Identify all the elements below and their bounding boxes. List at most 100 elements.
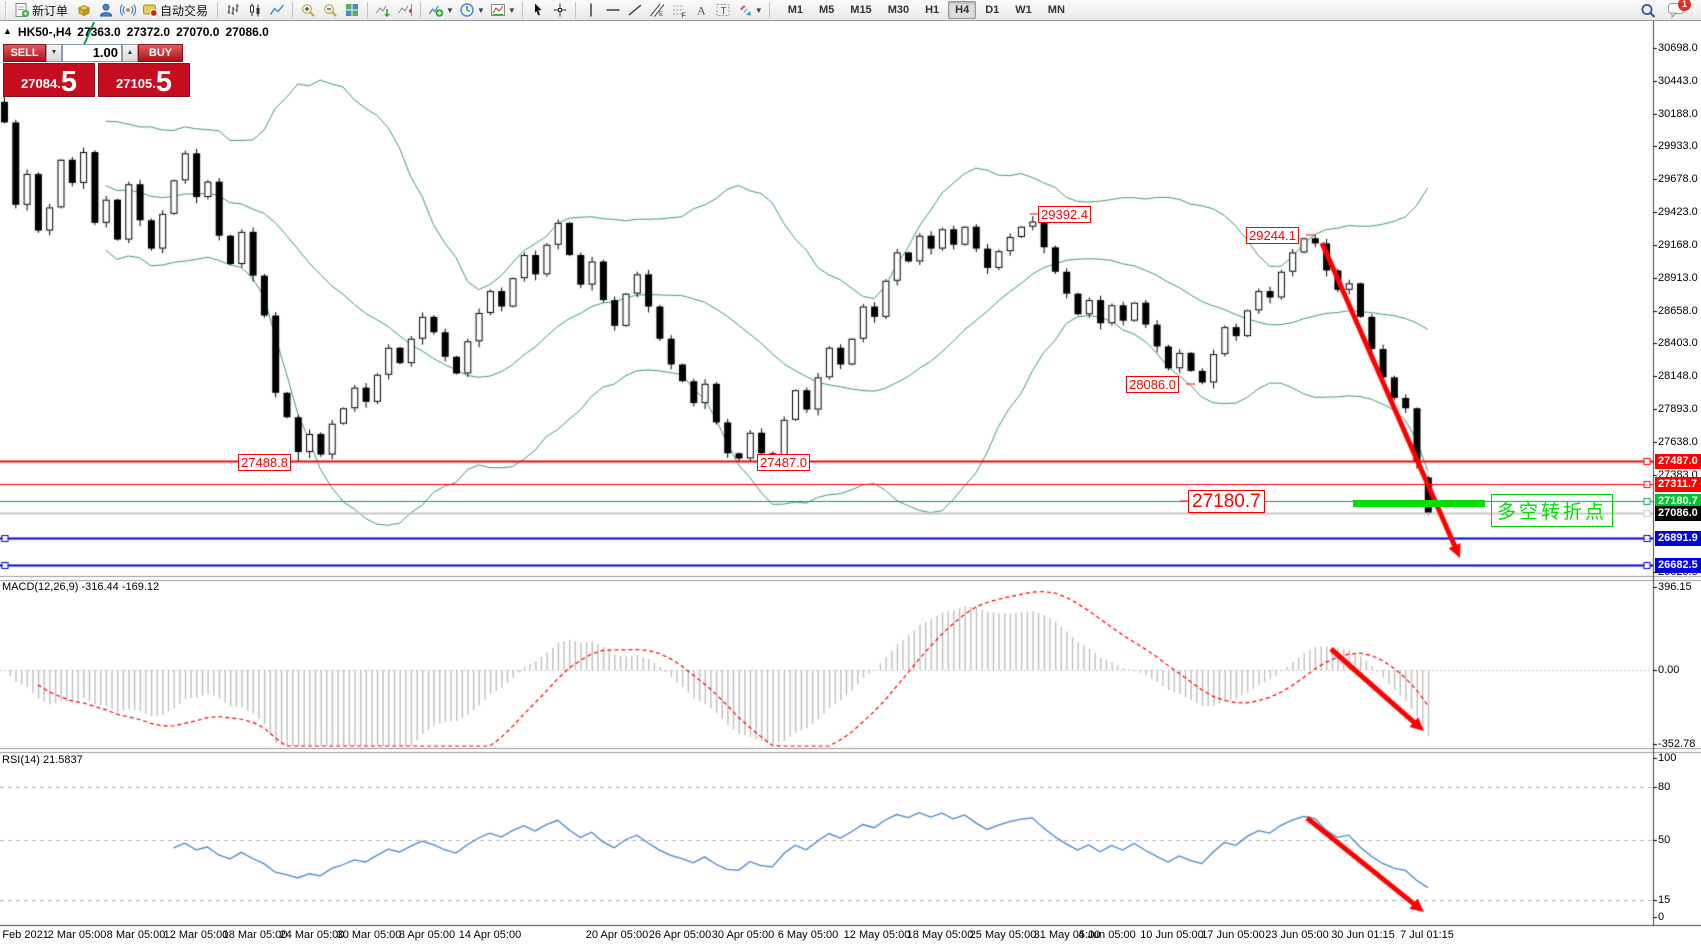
line-chart-button[interactable]: [266, 1, 288, 20]
price-tag-resistance-27487[interactable]: 27487.0: [1655, 454, 1701, 470]
axis-tick-label: 0.00: [1658, 664, 1680, 676]
time-axis-label: 14 Apr 05:00: [458, 929, 522, 941]
rsi-value: 21.5837: [42, 754, 83, 766]
fibonacci-button[interactable]: F: [668, 1, 690, 20]
search-button[interactable]: [1637, 1, 1659, 20]
new-order-button[interactable]: 新订单: [11, 1, 73, 20]
rsi-title: RSI(14): [2, 754, 40, 766]
price-tag-support-26891[interactable]: 26891.9: [1655, 531, 1701, 547]
time-axis-label: 30 Mar 05:00: [336, 929, 402, 941]
timeframe-MN[interactable]: MN: [1047, 4, 1065, 16]
volume-input[interactable]: 1.00: [62, 44, 122, 62]
axis-tick-label: 29933.0: [1658, 140, 1698, 153]
terminal-button[interactable]: [117, 1, 139, 20]
annotation-level-27487[interactable]: 27487.0: [757, 454, 810, 471]
time-axis-label: 30 Jun 01:15: [1331, 929, 1395, 941]
timeframe-M15[interactable]: M15: [850, 4, 872, 16]
axis-tick-label: 50: [1658, 834, 1671, 846]
zoom-out-button[interactable]: [319, 1, 341, 20]
annotation-high-29392[interactable]: 29392.4: [1038, 206, 1091, 223]
timeframe-D1[interactable]: D1: [985, 4, 1000, 16]
annotation-level-27488[interactable]: 27488.8: [238, 454, 291, 471]
text-button[interactable]: A: [690, 1, 712, 20]
volume-up-button[interactable]: ▲: [122, 44, 138, 62]
templates-button[interactable]: ▼: [487, 1, 518, 20]
autotrade-button[interactable]: 自动交易: [139, 1, 213, 20]
time-axis-label: 26 Apr 05:00: [648, 929, 712, 941]
time-axis-label: 7 Jul 01:15: [1400, 929, 1454, 941]
shapes-button[interactable]: ▼: [734, 1, 765, 20]
macd-label: MACD(12,26,9) -316.44 -169.12: [2, 581, 159, 593]
zoom-in-button[interactable]: [297, 1, 319, 20]
symbol-quote: ▲ HK50-,H4 27363.0 27372.0 27070.0 27086…: [3, 25, 269, 39]
support-highlight-bar[interactable]: [1353, 500, 1485, 507]
axis-tick-label: 29423.0: [1658, 206, 1698, 219]
trendline-button[interactable]: [624, 1, 646, 20]
one-click-trading-panel: SELL ▼ 1.00 ▲ BUY 27084. 5 27105. 5: [3, 44, 190, 97]
tile-windows-button[interactable]: [341, 1, 363, 20]
sell-button[interactable]: SELL: [3, 44, 46, 62]
chart-canvas[interactable]: [0, 21, 1701, 944]
turning-point-label[interactable]: 多空转折点: [1491, 494, 1614, 527]
periods-button[interactable]: ▼: [456, 1, 487, 20]
line-chart-icon: [268, 2, 286, 19]
market-watch-button[interactable]: [73, 1, 95, 20]
cursor-icon: [529, 2, 547, 19]
toolbar: 新订单 自动交易 ▼ ▼ ▼: [0, 0, 1701, 21]
cursor-button[interactable]: [527, 1, 549, 20]
axis-tick-label: 0: [1658, 911, 1665, 923]
time-axis-label: 17 Jun 05:00: [1201, 929, 1265, 941]
timeframe-H4[interactable]: H4: [948, 1, 977, 19]
time-axis-label: 12 Mar 05:00: [163, 929, 229, 941]
candle-chart-button[interactable]: [244, 1, 266, 20]
time-axis-label: 2 Mar 05:00: [47, 929, 107, 941]
timeframe-H1[interactable]: H1: [925, 4, 940, 16]
time-axis-label: 12 May 05:00: [843, 929, 911, 941]
price-tag-current-price[interactable]: 27086.0: [1655, 506, 1701, 522]
candle-chart-icon: [246, 2, 264, 19]
volume-down-button[interactable]: ▼: [46, 44, 62, 62]
vertical-line-button[interactable]: [580, 1, 602, 20]
navigator-button[interactable]: [95, 1, 117, 20]
timeframe-W1[interactable]: W1: [1015, 4, 1032, 16]
label-icon: T: [714, 2, 732, 19]
buy-button[interactable]: BUY: [138, 44, 183, 62]
svg-text:F: F: [681, 13, 685, 19]
timeframe-M1[interactable]: M1: [787, 4, 803, 16]
sell-price-box[interactable]: 27084. 5: [3, 63, 95, 97]
zoom-out-icon: [321, 2, 339, 19]
annotation-low-28086[interactable]: 28086.0: [1126, 376, 1179, 393]
time-axis-label: 4 Jun 05:00: [1078, 929, 1136, 941]
crosshair-button[interactable]: [549, 1, 571, 20]
time-axis-label: 6 May 05:00: [777, 929, 839, 941]
rsi-label: RSI(14) 21.5837: [2, 754, 83, 766]
time-axis-label: 31 May 05:00: [1033, 929, 1101, 941]
notifications-button[interactable]: 1: [1667, 0, 1691, 19]
timeframe-M5[interactable]: M5: [819, 4, 835, 16]
crosshair-icon: [551, 2, 569, 19]
time-axis-label: 18 May 05:00: [906, 929, 974, 941]
label-button[interactable]: T: [712, 1, 734, 20]
indicators-button[interactable]: ▼: [425, 1, 456, 20]
signal-icon: [119, 2, 137, 19]
bar-chart-button[interactable]: [222, 1, 244, 20]
price-tag-support-26682[interactable]: 26682.5: [1655, 557, 1701, 573]
time-axis-label: 23 Jun 05:00: [1265, 929, 1329, 941]
auto-scroll-button[interactable]: [372, 1, 394, 20]
buy-price: 27105.: [116, 76, 156, 91]
channel-icon: E: [648, 2, 666, 19]
horizontal-line-button[interactable]: [602, 1, 624, 20]
svg-text:A: A: [697, 4, 706, 18]
person-icon: [97, 2, 115, 19]
price-tag-pivot-27180[interactable]: 27180.7: [1655, 493, 1701, 509]
annotation-pivot-27180[interactable]: 27180.7: [1188, 490, 1265, 513]
chart-shift-button[interactable]: [394, 1, 416, 20]
timeframe-M30[interactable]: M30: [887, 4, 910, 16]
time-axis-label: 8 Mar 05:00: [106, 929, 166, 941]
annotation-high-29244[interactable]: 29244.1: [1246, 227, 1299, 244]
trendline-icon: [626, 2, 644, 19]
channel-button[interactable]: E: [646, 1, 668, 20]
price-tag-resistance-27311[interactable]: 27311.7: [1655, 476, 1701, 492]
buy-price-box[interactable]: 27105. 5: [98, 63, 190, 97]
